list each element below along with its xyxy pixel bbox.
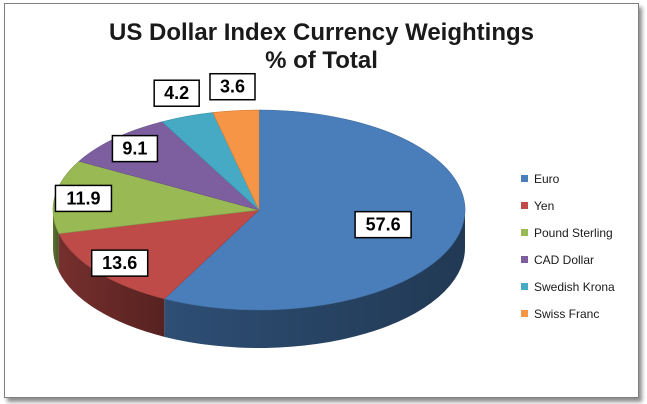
svg-text:57.6: 57.6 bbox=[366, 215, 401, 235]
chart-title: US Dollar Index Currency Weightings bbox=[109, 19, 534, 46]
legend-label: Yen bbox=[534, 198, 555, 213]
svg-text:4.2: 4.2 bbox=[164, 83, 189, 103]
legend-label: CAD Dollar bbox=[534, 252, 595, 267]
legend-label: Swedish Krona bbox=[534, 279, 615, 294]
legend-swatch bbox=[521, 283, 528, 290]
chart-legend: Euro Yen Pound Sterling CAD Dollar Swedish K… bbox=[521, 165, 615, 327]
pie-slice-swiss-franc bbox=[212, 109, 260, 211]
legend-item-swiss-franc: Swiss Franc bbox=[521, 300, 615, 327]
pie-chart: 57.6 13.6 11.9 9.1 4.2 3.6 bbox=[52, 72, 466, 348]
legend-swatch bbox=[521, 256, 528, 263]
data-labels: 57.6 13.6 11.9 9.1 4.2 3.6 bbox=[54, 72, 412, 277]
data-label-swiss-franc: 3.6 bbox=[209, 72, 256, 101]
chart-title-block: US Dollar Index Currency Weightings % of… bbox=[5, 19, 638, 75]
legend-swatch bbox=[521, 175, 528, 182]
data-label-swedish-krona: 4.2 bbox=[153, 79, 200, 107]
legend-label: Euro bbox=[534, 171, 560, 186]
legend-swatch bbox=[521, 310, 528, 317]
legend-item-yen: Yen bbox=[521, 192, 615, 219]
data-label-cad-dollar: 9.1 bbox=[111, 134, 159, 163]
data-label-pound-sterling: 11.9 bbox=[54, 184, 113, 213]
pie-side-pound-sterling bbox=[53, 210, 59, 272]
legend-label: Pound Sterling bbox=[534, 225, 613, 240]
pie-slices bbox=[52, 109, 466, 311]
pie-side-yen bbox=[58, 233, 165, 337]
svg-text:9.1: 9.1 bbox=[122, 139, 147, 159]
data-label-euro: 57.6 bbox=[354, 210, 412, 239]
svg-text:13.6: 13.6 bbox=[102, 253, 137, 273]
chart-subtitle: % of Total bbox=[265, 47, 378, 74]
legend-label: Swiss Franc bbox=[534, 306, 600, 321]
legend-swatch bbox=[521, 229, 528, 236]
legend-item-swedish-krona: Swedish Krona bbox=[521, 273, 615, 300]
pie-slice-euro bbox=[163, 109, 466, 311]
legend-swatch bbox=[521, 202, 528, 209]
legend-item-cad-dollar: CAD Dollar bbox=[521, 246, 615, 273]
pie-side-euro bbox=[164, 210, 466, 348]
legend-item-pound-sterling: Pound Sterling bbox=[521, 219, 615, 246]
svg-text:3.6: 3.6 bbox=[220, 77, 245, 97]
svg-text:11.9: 11.9 bbox=[66, 188, 100, 208]
chart-area: US Dollar Index Currency Weightings % of… bbox=[4, 3, 639, 398]
pie-side-walls bbox=[53, 210, 466, 348]
data-label-yen: 13.6 bbox=[90, 249, 149, 277]
legend-item-euro: Euro bbox=[521, 165, 615, 192]
